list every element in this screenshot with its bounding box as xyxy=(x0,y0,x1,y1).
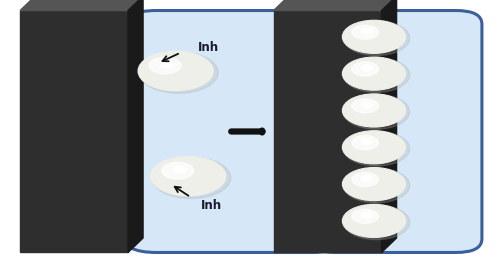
Circle shape xyxy=(342,20,405,53)
Bar xyxy=(273,11,381,252)
Circle shape xyxy=(151,157,230,199)
Circle shape xyxy=(351,173,378,186)
Polygon shape xyxy=(273,0,396,11)
Circle shape xyxy=(150,156,225,196)
Circle shape xyxy=(351,62,378,76)
Polygon shape xyxy=(20,0,143,11)
Circle shape xyxy=(361,212,372,218)
Circle shape xyxy=(149,57,181,74)
Polygon shape xyxy=(128,0,143,252)
Text: Inh: Inh xyxy=(200,199,221,212)
Circle shape xyxy=(351,99,378,113)
Circle shape xyxy=(342,94,405,127)
Circle shape xyxy=(160,61,174,68)
Circle shape xyxy=(342,168,405,201)
FancyBboxPatch shape xyxy=(308,11,481,252)
Polygon shape xyxy=(381,0,396,252)
Circle shape xyxy=(342,204,405,237)
Circle shape xyxy=(361,139,372,145)
Circle shape xyxy=(161,162,193,179)
Circle shape xyxy=(361,175,372,181)
Circle shape xyxy=(343,205,409,240)
Circle shape xyxy=(361,102,372,108)
Circle shape xyxy=(343,131,409,166)
FancyBboxPatch shape xyxy=(123,11,346,252)
Circle shape xyxy=(343,94,409,129)
Circle shape xyxy=(343,168,409,203)
Circle shape xyxy=(173,166,186,173)
Circle shape xyxy=(351,209,378,223)
Circle shape xyxy=(342,57,405,90)
Circle shape xyxy=(351,25,378,39)
Circle shape xyxy=(351,136,378,150)
Circle shape xyxy=(139,52,218,93)
Circle shape xyxy=(342,131,405,164)
Bar xyxy=(20,11,128,252)
Circle shape xyxy=(361,65,372,71)
Circle shape xyxy=(138,51,213,91)
Circle shape xyxy=(343,21,409,55)
Circle shape xyxy=(361,28,372,34)
Circle shape xyxy=(343,58,409,92)
Text: Inh: Inh xyxy=(198,41,219,54)
